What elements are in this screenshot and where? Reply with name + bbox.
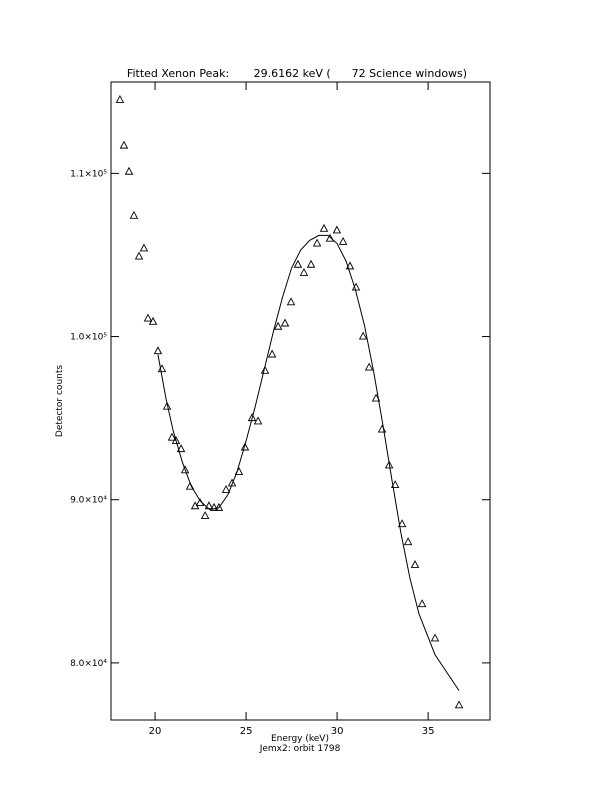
- data-point: [312, 238, 322, 247]
- data-point: [171, 436, 181, 444]
- y-tick-label: 1.0×10⁵: [70, 333, 107, 343]
- data-point: [293, 259, 303, 268]
- data-point: [273, 321, 283, 330]
- data-point: [325, 233, 335, 242]
- data-point: [200, 511, 210, 519]
- data-point: [129, 210, 139, 219]
- data-point: [167, 432, 177, 441]
- x-tick-label: 20: [149, 726, 162, 737]
- data-point: [185, 481, 195, 490]
- data-point: [134, 251, 144, 260]
- data-point: [430, 633, 440, 642]
- data-point: [148, 316, 158, 325]
- data-point: [162, 401, 172, 410]
- data-point: [410, 560, 420, 568]
- data-point: [267, 349, 277, 358]
- data-point: [247, 413, 257, 422]
- data-point: [351, 282, 361, 291]
- data-point: [204, 501, 214, 510]
- data-point: [195, 498, 205, 506]
- data-point: [180, 465, 190, 474]
- data-point: [143, 313, 153, 322]
- data-point: [260, 365, 270, 374]
- data-point: [115, 94, 125, 103]
- data-point: [403, 537, 413, 546]
- subtitle: Jemx2: orbit 1798: [259, 744, 341, 754]
- data-point: [176, 444, 186, 453]
- data-point: [358, 331, 368, 340]
- x-tick-label: 35: [422, 726, 435, 737]
- data-point: [280, 318, 290, 327]
- data-point: [240, 442, 250, 451]
- data-point: [306, 259, 316, 268]
- y-tick-label: 1.1×10⁵: [70, 169, 107, 179]
- data-point: [234, 467, 244, 475]
- data-point: [417, 599, 427, 608]
- data-point: [209, 502, 219, 511]
- x-tick-label: 30: [331, 726, 344, 737]
- y-tick-label: 8.0×10⁴: [70, 659, 107, 669]
- chart-title: Fitted Xenon Peak: 29.6162 keV ( 72 Scie…: [127, 67, 467, 80]
- data-point: [157, 364, 167, 373]
- data-point: [384, 460, 394, 469]
- data-point: [139, 243, 149, 252]
- plot-frame: [110, 81, 491, 721]
- data-point: [364, 362, 374, 371]
- data-point: [286, 297, 296, 306]
- data-point: [454, 700, 464, 709]
- data-point: [221, 484, 231, 493]
- data-point: [397, 519, 407, 528]
- data-point: [214, 502, 224, 511]
- y-axis-label: Detector counts: [55, 365, 65, 437]
- data-point: [371, 393, 381, 402]
- data-point: [119, 140, 129, 149]
- data-point: [153, 346, 163, 355]
- data-point: [390, 480, 400, 488]
- data-point: [299, 267, 309, 276]
- data-point: [124, 166, 134, 175]
- data-point: [345, 261, 355, 270]
- data-point: [319, 223, 329, 232]
- data-point: [377, 424, 387, 433]
- data-point: [338, 236, 348, 245]
- x-tick-label: 25: [240, 726, 253, 737]
- data-point: [227, 478, 237, 487]
- data-point: [253, 416, 263, 425]
- fit-line: [157, 234, 460, 691]
- x-axis-label: Energy (keV): [271, 734, 329, 744]
- y-tick-label: 9.0×10⁴: [70, 496, 107, 506]
- data-point: [332, 225, 342, 234]
